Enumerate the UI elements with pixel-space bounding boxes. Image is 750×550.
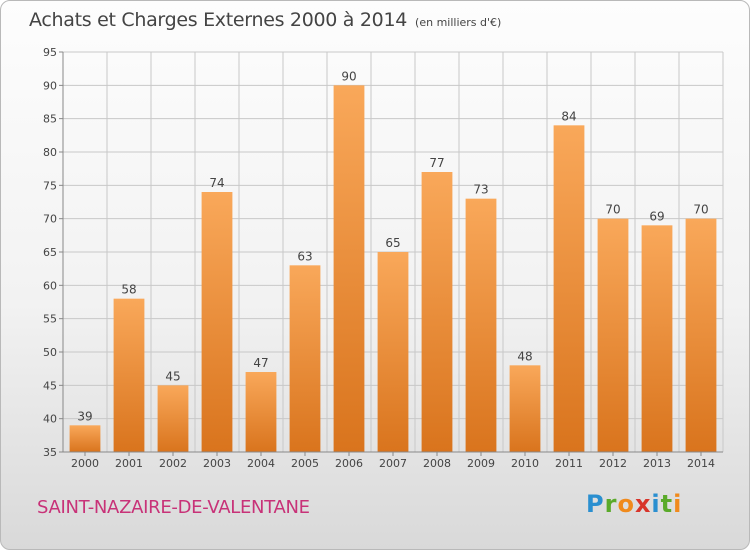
y-tick-label: 55 <box>43 313 57 326</box>
y-tick-label: 85 <box>43 113 57 126</box>
y-tick-label: 75 <box>43 179 57 192</box>
bar-value-label: 73 <box>473 183 488 197</box>
logo-letter: P <box>586 490 605 518</box>
x-tick-label: 2006 <box>335 457 363 470</box>
bar <box>114 299 145 452</box>
bar-value-label: 90 <box>341 69 356 83</box>
x-tick-label: 2000 <box>71 457 99 470</box>
bar <box>510 365 541 452</box>
bar <box>554 125 585 452</box>
bar <box>290 265 321 452</box>
logo-letter: x <box>635 490 651 518</box>
bar-value-label: 74 <box>209 176 224 190</box>
bar-value-label: 70 <box>605 203 620 217</box>
y-tick-label: 35 <box>43 446 57 459</box>
bar-value-label: 45 <box>165 369 180 383</box>
bar-value-label: 65 <box>385 236 400 250</box>
bar-chart: 39 58 45 74 47 63 90 65 77 73 48 84 70 69 70 35 40 45 50 5… <box>1 1 750 550</box>
bar-value-label: 77 <box>429 156 444 170</box>
x-tick-label: 2012 <box>599 457 627 470</box>
y-tick-label: 90 <box>43 79 57 92</box>
bar <box>466 199 497 452</box>
bar-value-label: 69 <box>649 209 664 223</box>
bar-value-label: 63 <box>297 249 312 263</box>
x-tick-label: 2003 <box>203 457 231 470</box>
bar <box>686 219 717 452</box>
bar-value-label: 39 <box>77 409 92 423</box>
bar-value-label: 84 <box>561 109 576 123</box>
x-tick-label: 2001 <box>115 457 143 470</box>
logo-letter: o <box>617 490 635 518</box>
bar <box>334 85 365 452</box>
proxiti-logo[interactable]: Proxiti <box>586 490 682 518</box>
bar <box>422 172 453 452</box>
logo-letter: t <box>661 490 673 518</box>
y-tick-label: 70 <box>43 213 57 226</box>
bar-value-label: 48 <box>517 349 532 363</box>
bar <box>598 219 629 452</box>
x-tick-label: 2008 <box>423 457 451 470</box>
bar <box>202 192 233 452</box>
x-tick-label: 2014 <box>687 457 715 470</box>
bar <box>642 225 673 452</box>
bar <box>378 252 409 452</box>
y-tick-label: 50 <box>43 346 57 359</box>
x-tick-label: 2009 <box>467 457 495 470</box>
x-tick-label: 2013 <box>643 457 671 470</box>
x-tick-label: 2007 <box>379 457 407 470</box>
logo-letter: i <box>651 490 660 518</box>
y-tick-label: 65 <box>43 246 57 259</box>
x-tick-label: 2010 <box>511 457 539 470</box>
bar <box>246 372 277 452</box>
bar-value-label: 58 <box>121 283 136 297</box>
y-tick-label: 95 <box>43 46 57 59</box>
logo-letter: i <box>673 490 682 518</box>
x-tick-label: 2005 <box>291 457 319 470</box>
x-tick-label: 2002 <box>159 457 187 470</box>
commune-name: SAINT-NAZAIRE-DE-VALENTANE <box>37 497 310 518</box>
y-tick-label: 45 <box>43 379 57 392</box>
logo-letter: r <box>605 490 618 518</box>
bar-value-label: 47 <box>253 356 268 370</box>
y-tick-label: 80 <box>43 146 57 159</box>
chart-frame: Achats et Charges Externes 2000 à 2014 (e… <box>0 0 750 550</box>
bar <box>158 385 189 452</box>
y-tick-label: 60 <box>43 279 57 292</box>
bar <box>70 425 101 452</box>
y-tick-label: 40 <box>43 413 57 426</box>
x-tick-label: 2004 <box>247 457 275 470</box>
bar-value-label: 70 <box>693 203 708 217</box>
x-tick-label: 2011 <box>555 457 583 470</box>
